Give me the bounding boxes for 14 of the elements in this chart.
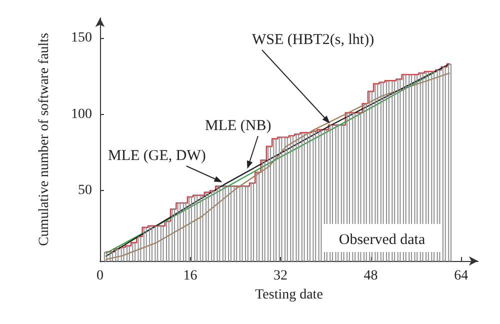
y-tick-label: 150	[71, 30, 92, 46]
annotation: MLE (GE, DW)	[108, 148, 206, 164]
y-tick-label: 50	[78, 183, 92, 198]
y-tick-label: 100	[71, 106, 92, 122]
annotation: MLE (NB)	[205, 118, 272, 134]
series-label: Observed data	[338, 232, 426, 248]
annotation: WSE (HBT2(s, lht))	[252, 32, 374, 48]
y-axis-title: Cumulative number of software faults	[37, 32, 52, 246]
x-tick-label: 16	[183, 268, 198, 284]
x-tick-label: 32	[274, 268, 288, 284]
x-axis-title: Testing date	[255, 287, 323, 302]
x-tick-label: 48	[364, 268, 378, 284]
x-tick-label: 0	[96, 268, 104, 284]
x-tick-label: 64	[454, 268, 468, 284]
